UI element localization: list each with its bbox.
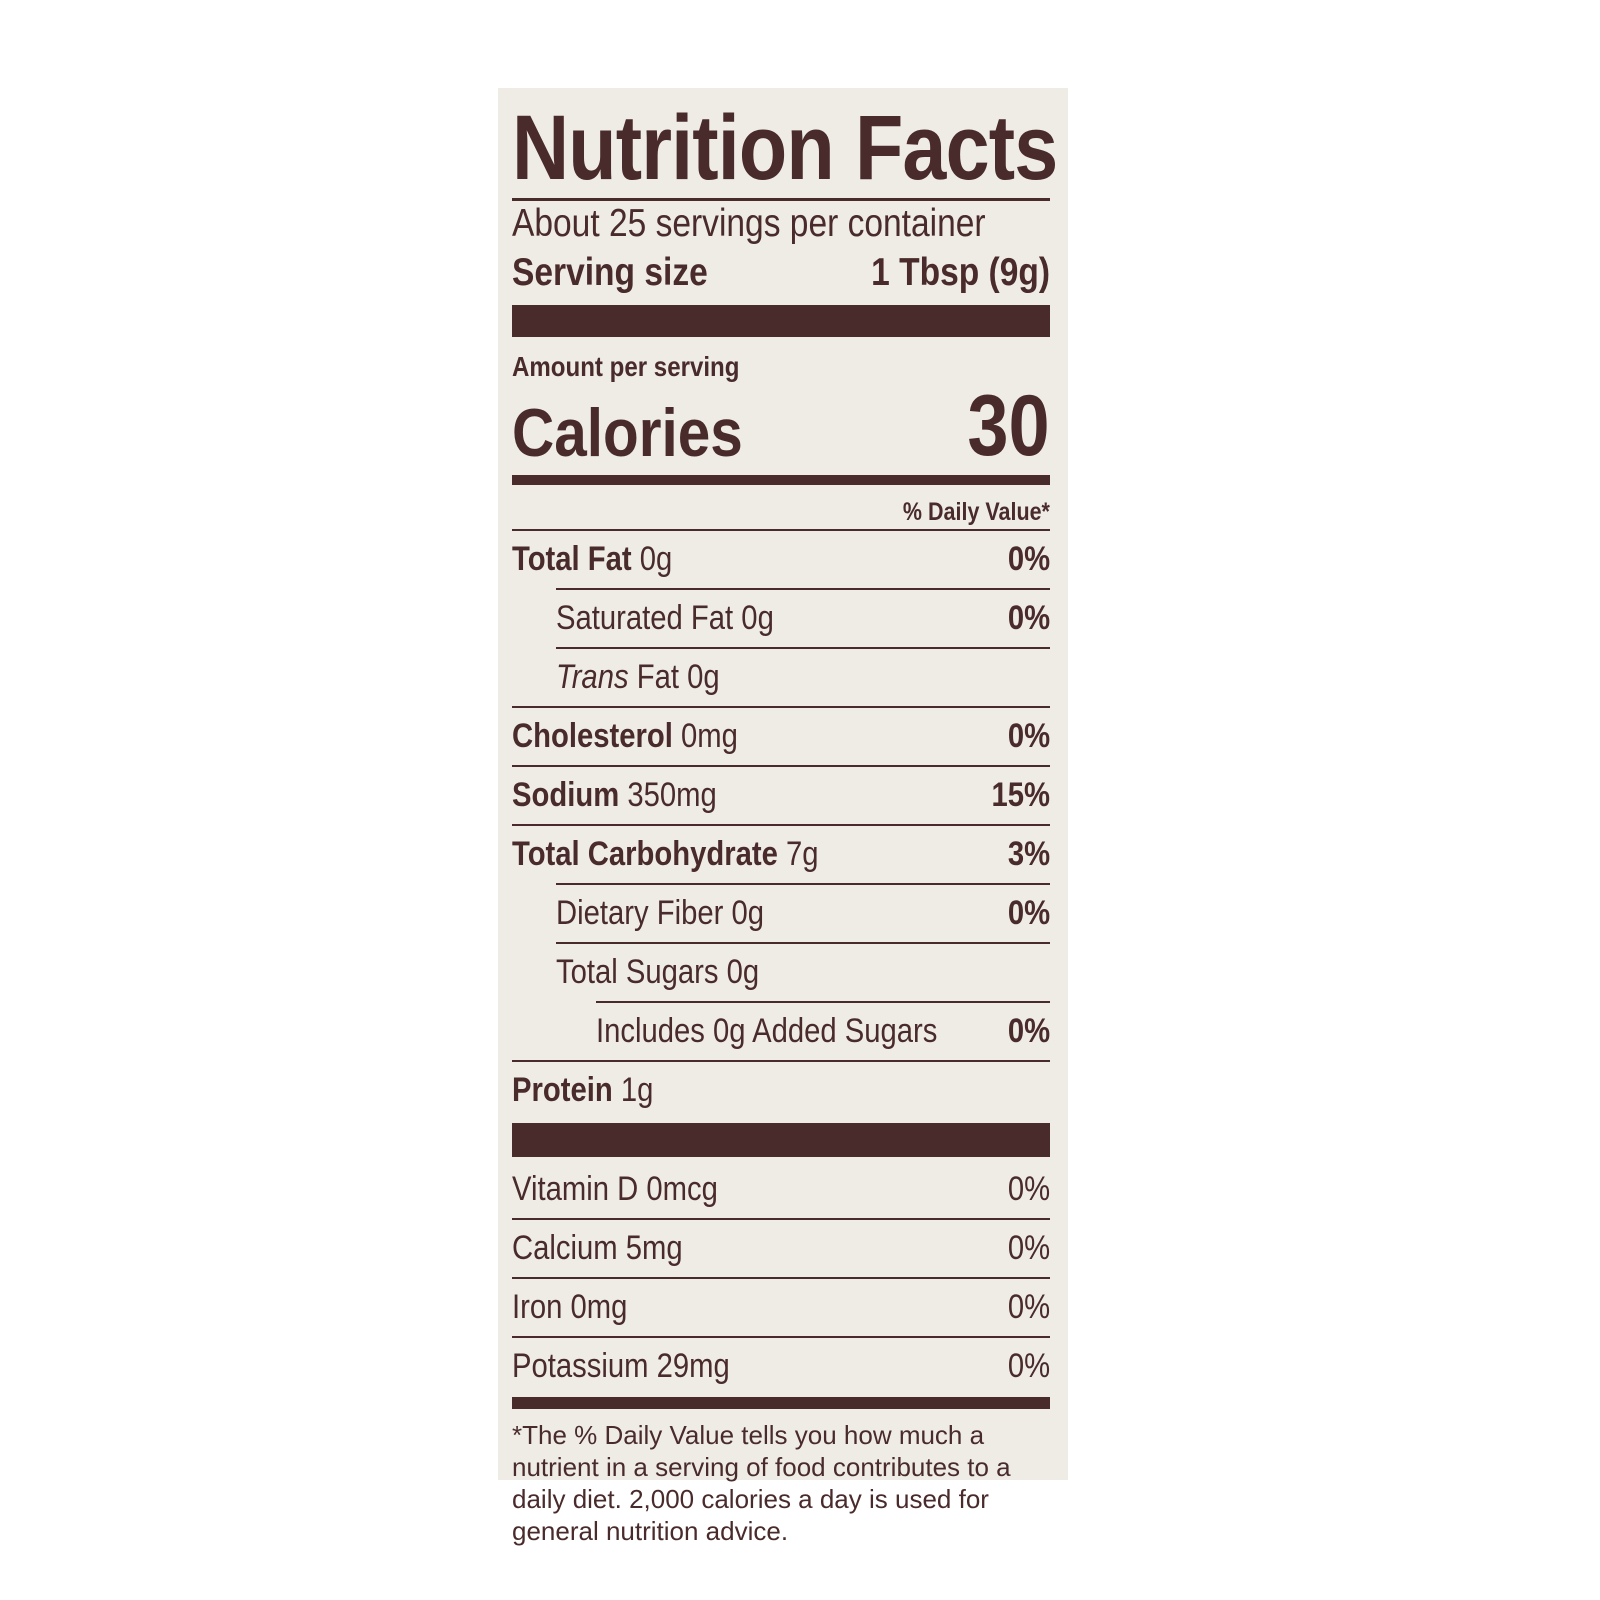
nutrient-dv: 0% [1007, 599, 1050, 637]
vitamin-dv: 0% [1007, 1347, 1050, 1385]
nutrient-row-added-sugars: Includes 0g Added Sugars 0% [596, 1001, 1050, 1060]
vitamin-dv: 0% [1007, 1170, 1050, 1208]
nutrient-name-rest: Fat [636, 658, 679, 696]
nutrient-dv: 0% [1007, 717, 1050, 755]
vitamin-amount: 5mg [625, 1229, 683, 1267]
footnote-text: *The % Daily Value tells you how much a … [512, 1420, 1011, 1546]
amount-text: Amount per serving [512, 351, 740, 382]
nutrient-name: Cholesterol [512, 717, 673, 755]
serving-size-row: Serving size 1 Tbsp (9g) [512, 247, 1050, 299]
nutrient-dv: 3% [1007, 835, 1050, 873]
nutrient-row-trans-fat: Trans Fat 0g [556, 647, 1050, 706]
nutrient-name: Sodium [512, 776, 620, 814]
divider [512, 198, 1050, 201]
serving-size-label: Serving size [512, 251, 708, 294]
nutrient-dv: 0% [1007, 894, 1050, 932]
nutrient-row-sodium: Sodium 350mg 15% [512, 765, 1050, 824]
nutrient-amount: 1g [620, 1071, 654, 1109]
vitamin-name: Calcium [512, 1229, 618, 1267]
daily-value-header: % Daily Value* [512, 495, 1050, 529]
vitamin-row-vitamin-d: Vitamin D 0mcg 0% [512, 1161, 1050, 1220]
label-title: Nutrition Facts [512, 98, 1058, 198]
vitamin-dv: 0% [1007, 1288, 1050, 1326]
vitamin-row-calcium: Calcium 5mg 0% [512, 1220, 1050, 1279]
nutrient-name: Dietary Fiber [556, 894, 724, 932]
nutrient-row-total-sugars: Total Sugars 0g [556, 942, 1050, 1001]
vitamin-amount: 0mg [570, 1288, 628, 1326]
nutrient-amount: 0g [726, 953, 760, 991]
nutrient-row-total-carbohydrate: Total Carbohydrate 7g 3% [512, 824, 1050, 883]
nutrient-name: Total Fat [512, 540, 632, 578]
amount-per-serving: Amount per serving [512, 351, 1050, 383]
footnote: *The % Daily Value tells you how much a … [512, 1419, 1050, 1547]
nutrient-name: Total Carbohydrate [512, 835, 778, 873]
vitamin-name: Iron [512, 1288, 563, 1326]
nutrient-dv: 0% [1007, 1012, 1050, 1050]
nutrient-amount: 0g [731, 894, 765, 932]
vitamin-amount: 0mcg [646, 1170, 718, 1208]
vitamin-amount: 29mg [656, 1347, 730, 1385]
title-text: Nutrition Facts [512, 97, 1058, 199]
nutrient-amount: 0g [639, 540, 673, 578]
thick-divider [512, 1123, 1050, 1157]
medium-divider [512, 1397, 1050, 1409]
vitamin-row-potassium: Potassium 29mg 0% [512, 1338, 1050, 1395]
nutrient-name: Total Sugars [556, 953, 719, 991]
nutrient-amount: 0g [687, 658, 720, 696]
nutrient-row-total-fat: Total Fat 0g 0% [512, 529, 1050, 588]
servings-text: About 25 servings per container [512, 202, 986, 245]
nutrient-amount: 7g [786, 835, 819, 873]
nutrient-amount: 0g [741, 599, 774, 637]
nutrient-dv: 15% [991, 776, 1050, 814]
nutrient-amount: 0mg [680, 717, 738, 755]
nutrition-facts-label: Nutrition Facts About 25 servings per co… [498, 88, 1068, 1546]
calories-value: 30 [967, 378, 1050, 474]
vitamin-name: Vitamin D [512, 1170, 639, 1208]
thick-divider [512, 305, 1050, 337]
vitamin-dv: 0% [1007, 1229, 1050, 1267]
nutrient-row-protein: Protein 1g [512, 1060, 1050, 1119]
vitamin-row-iron: Iron 0mg 0% [512, 1279, 1050, 1338]
calories-label: Calories [512, 395, 743, 471]
calories-row: Calories 30 [512, 383, 1050, 469]
nutrient-dv: 0% [1007, 540, 1050, 578]
vitamin-name: Potassium [512, 1347, 649, 1385]
nutrient-name: Trans [556, 658, 629, 696]
nutrient-amount: 350mg [627, 776, 717, 814]
nutrient-name: Saturated Fat [556, 599, 734, 637]
serving-size-value: 1 Tbsp (9g) [871, 251, 1050, 294]
nutrient-row-dietary-fiber: Dietary Fiber 0g 0% [556, 883, 1050, 942]
nutrient-name: Includes 0g Added Sugars [596, 1012, 938, 1050]
medium-divider [512, 475, 1050, 485]
servings-per-container: About 25 servings per container [512, 201, 1050, 247]
nutrient-row-saturated-fat: Saturated Fat 0g 0% [556, 588, 1050, 647]
nutrient-row-cholesterol: Cholesterol 0mg 0% [512, 706, 1050, 765]
nutrient-name: Protein [512, 1071, 613, 1109]
dv-header-text: % Daily Value* [902, 498, 1050, 526]
